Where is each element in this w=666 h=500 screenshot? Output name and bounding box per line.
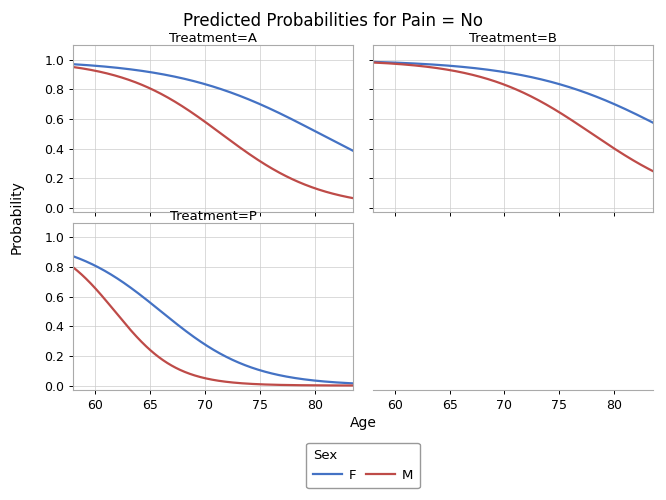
Text: Probability: Probability	[9, 180, 24, 254]
Title: Treatment=A: Treatment=A	[169, 32, 257, 45]
Text: Age: Age	[350, 416, 376, 430]
Title: Treatment=B: Treatment=B	[469, 32, 557, 45]
Legend: F, M: F, M	[306, 442, 420, 488]
Text: Predicted Probabilities for Pain = No: Predicted Probabilities for Pain = No	[183, 12, 483, 30]
Title: Treatment=P: Treatment=P	[170, 210, 256, 222]
